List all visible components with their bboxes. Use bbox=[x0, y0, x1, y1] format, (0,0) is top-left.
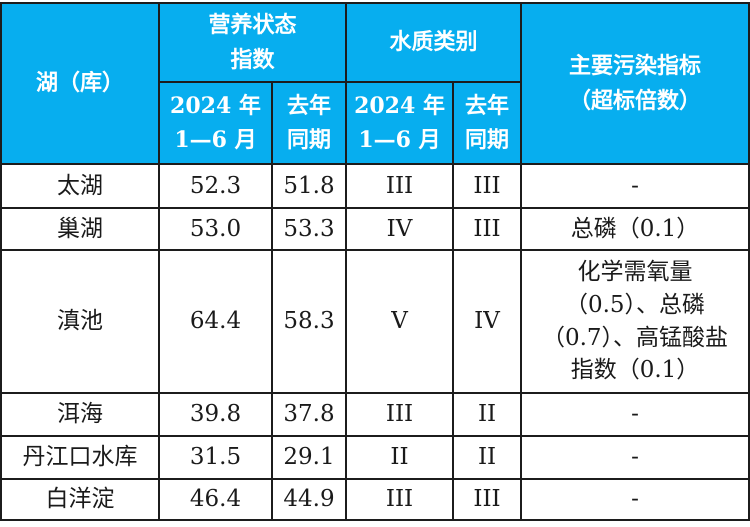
cell-quality-last-year: III bbox=[452, 478, 523, 521]
cell-pollutant: 总磷（0.1） bbox=[520, 207, 750, 251]
header-quality-period-last-year: 去年 同期 bbox=[452, 81, 523, 165]
cell-quality-2024: III bbox=[345, 478, 455, 521]
cell-nutrition-2024: 53.0 bbox=[158, 207, 273, 251]
cell-nutrition-last-year: 37.8 bbox=[270, 392, 348, 437]
cell-nutrition-2024: 46.4 bbox=[158, 478, 273, 521]
cell-pollutant: - bbox=[520, 478, 750, 521]
cell-nutrition-2024: 52.3 bbox=[158, 163, 273, 209]
cell-nutrition-last-year: 29.1 bbox=[270, 435, 348, 480]
table-body: 太湖 52.3 51.8 III III - 巢湖 53.0 53.3 IV I… bbox=[0, 163, 750, 521]
cell-lake-name: 巢湖 bbox=[0, 207, 160, 251]
cell-lake-name: 太湖 bbox=[0, 163, 160, 209]
cell-quality-2024: III bbox=[345, 163, 455, 209]
cell-lake-name: 洱海 bbox=[0, 392, 160, 437]
cell-pollutant: - bbox=[520, 392, 750, 437]
cell-lake-name: 滇池 bbox=[0, 249, 160, 394]
cell-nutrition-2024: 39.8 bbox=[158, 392, 273, 437]
cell-lake-name: 丹江口水库 bbox=[0, 435, 160, 480]
cell-quality-2024: IV bbox=[345, 207, 455, 251]
cell-nutrition-last-year: 51.8 bbox=[270, 163, 348, 209]
cell-quality-2024: III bbox=[345, 392, 455, 437]
header-nutrition-period-last-year: 去年 同期 bbox=[270, 81, 348, 165]
cell-pollutant: - bbox=[520, 435, 750, 480]
header-nutrition-period-2024: 2024 年 1—6 月 bbox=[158, 81, 273, 165]
table-row: 巢湖 53.0 53.3 IV III 总磷（0.1） bbox=[0, 207, 750, 251]
table-row: 滇池 64.4 58.3 V IV 化学需氧量 （0.5）、总磷 （0.7）、高… bbox=[0, 249, 750, 394]
cell-nutrition-last-year: 53.3 bbox=[270, 207, 348, 251]
cell-quality-last-year: II bbox=[452, 435, 523, 480]
cell-nutrition-last-year: 58.3 bbox=[270, 249, 348, 394]
table-row: 白洋淀 46.4 44.9 III III - bbox=[0, 478, 750, 521]
cell-quality-last-year: III bbox=[452, 207, 523, 251]
table-row: 太湖 52.3 51.8 III III - bbox=[0, 163, 750, 209]
cell-nutrition-last-year: 44.9 bbox=[270, 478, 348, 521]
table-row: 洱海 39.8 37.8 III II - bbox=[0, 392, 750, 437]
header-quality-period-2024: 2024 年 1—6 月 bbox=[345, 81, 455, 165]
header-nutrition-index: 营养状态 指数 bbox=[157, 2, 348, 83]
header-water-class: 水质类别 bbox=[345, 2, 523, 83]
header-row-groups: 湖（库） 营养状态 指数 水质类别 主要污染指标 （超标倍数） bbox=[0, 2, 750, 165]
cell-quality-2024: V bbox=[345, 249, 455, 394]
table-row: 丹江口水库 31.5 29.1 II II - bbox=[0, 435, 750, 480]
header-row-periods: 2024 年 1—6 月 去年 同期 2024 年 1—6 月 去年 同期 bbox=[1, 81, 749, 165]
cell-quality-last-year: IV bbox=[452, 249, 523, 394]
cell-nutrition-2024: 31.5 bbox=[158, 435, 273, 480]
cell-pollutant: - bbox=[520, 163, 750, 209]
cell-quality-last-year: III bbox=[452, 163, 523, 209]
cell-nutrition-2024: 64.4 bbox=[158, 249, 273, 394]
table-header: 湖（库） 营养状态 指数 水质类别 主要污染指标 （超标倍数） 2024 年 1… bbox=[0, 2, 750, 165]
cell-quality-2024: II bbox=[345, 435, 455, 480]
cell-quality-last-year: II bbox=[452, 392, 523, 437]
cell-lake-name: 白洋淀 bbox=[0, 478, 160, 521]
header-lake: 湖（库） bbox=[0, 2, 160, 165]
header-pollutant: 主要污染指标 （超标倍数） bbox=[520, 2, 750, 165]
cell-pollutant: 化学需氧量 （0.5）、总磷 （0.7）、高锰酸盐 指数（0.1） bbox=[520, 249, 750, 394]
